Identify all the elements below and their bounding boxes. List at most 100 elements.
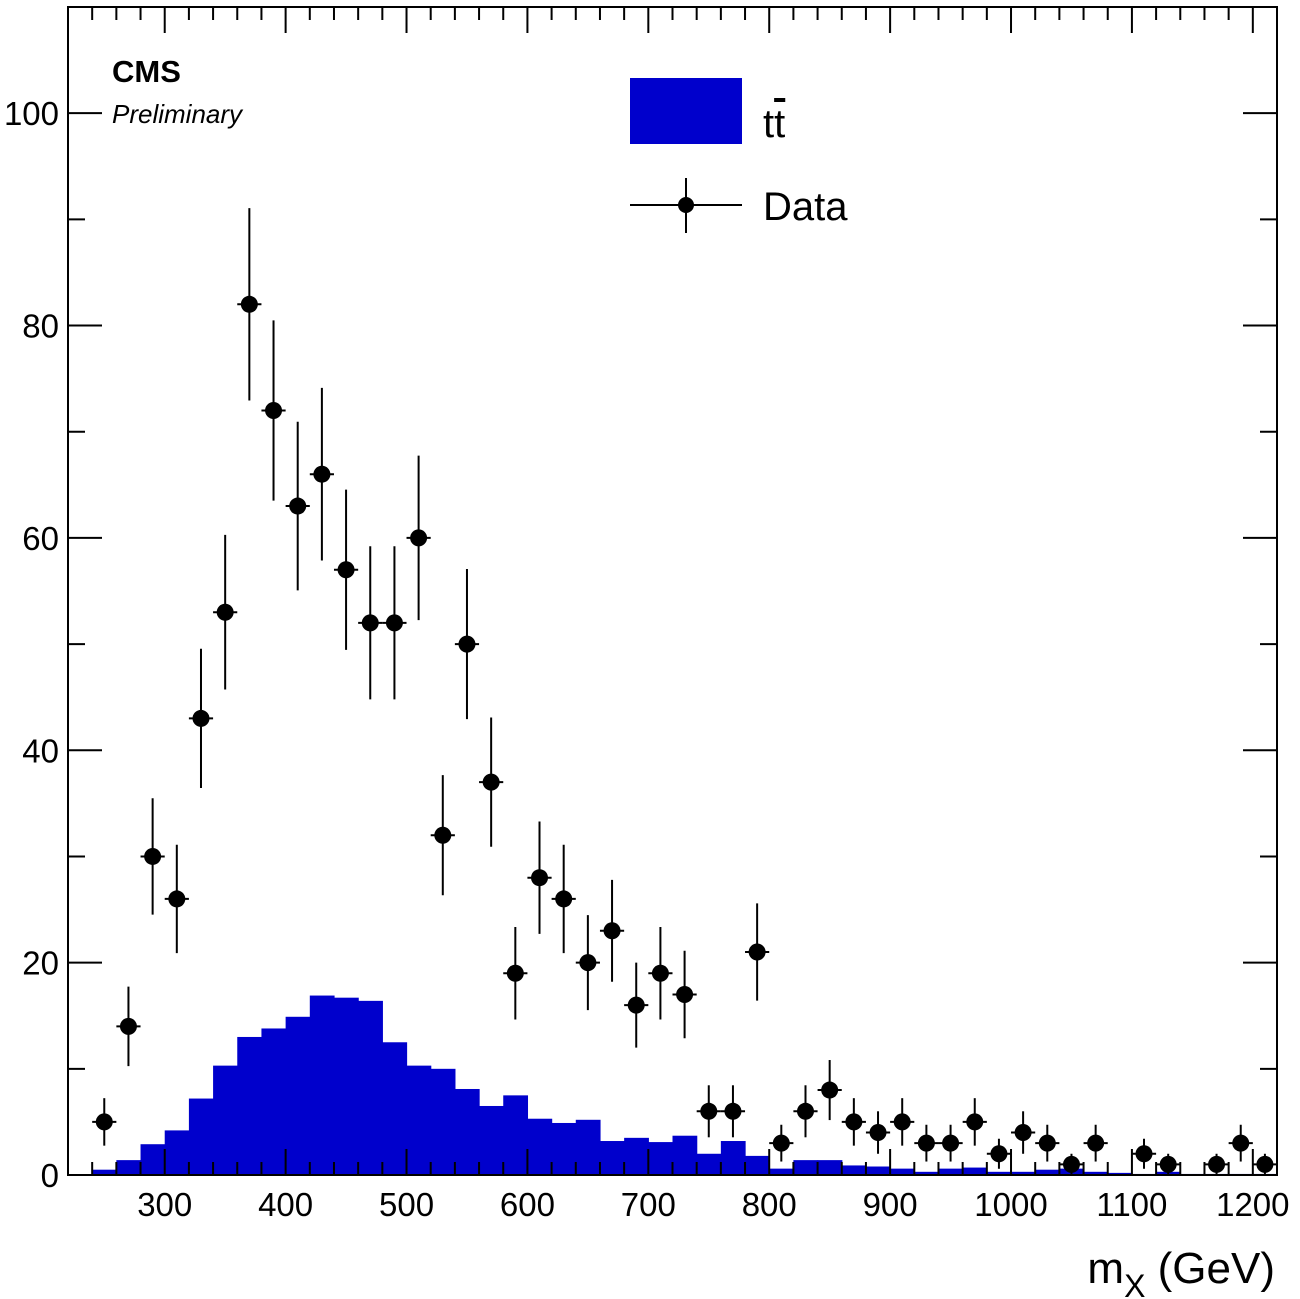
data-point (1083, 1124, 1108, 1162)
data-point (358, 546, 383, 700)
data-point (527, 821, 552, 934)
x-tick-label: 300 (137, 1186, 192, 1223)
ttbar-bin (527, 1118, 553, 1175)
tick-labels: 300 400 500 600 700 800 900 1000 1100 1200 0 20 40 60… (4, 95, 1290, 1223)
ttbar-bin (285, 1016, 311, 1175)
x-tick-label: 600 (500, 1186, 555, 1223)
ttbar-bin (890, 1168, 915, 1175)
data-point (1059, 1153, 1084, 1175)
data-point (116, 986, 141, 1067)
ttbar-bin (986, 1171, 1012, 1175)
ttbar-bin (624, 1137, 649, 1175)
ttbar-bin (648, 1142, 674, 1175)
ttbar-bin (140, 1144, 166, 1175)
ttbar-bin (1107, 1172, 1133, 1175)
y-tick-label: 100 (4, 95, 59, 132)
x-tick-label: 1000 (974, 1186, 1047, 1223)
legend-data-label: Data (763, 185, 848, 229)
ttbar-bin (575, 1119, 601, 1175)
ttbar-bin (503, 1095, 529, 1175)
ttbar-bin (164, 1130, 190, 1175)
x-tick-label: 400 (258, 1186, 313, 1223)
y-tick-label: 40 (22, 732, 59, 769)
y-tick-label: 20 (22, 945, 59, 982)
x-tick-label: 1100 (1096, 1186, 1167, 1223)
y-tick-label: 60 (22, 520, 59, 557)
data-point (1011, 1111, 1036, 1154)
data-points (92, 208, 1277, 1175)
ttbar-bin (720, 1141, 746, 1175)
ttbar-bin (358, 1000, 383, 1175)
data-point (769, 1124, 794, 1162)
ttbar-bin (551, 1122, 577, 1175)
legend-data-marker (678, 197, 694, 213)
data-point (696, 1085, 721, 1138)
data-point (140, 798, 165, 915)
data-point (1252, 1153, 1277, 1175)
ttbar-bin (92, 1169, 117, 1175)
status-label: Preliminary (112, 99, 244, 129)
axis-ticks (68, 6, 1278, 1176)
y-tick-label: 0 (41, 1157, 59, 1194)
data-point (551, 844, 576, 954)
ttbar-bin (962, 1167, 988, 1175)
ttbar-bin (333, 997, 359, 1175)
data-point (454, 569, 480, 720)
data-point (841, 1098, 866, 1146)
data-point (188, 648, 214, 789)
data-point (672, 950, 697, 1039)
experiment-label: CMS (112, 54, 181, 89)
data-point (890, 1098, 915, 1146)
ttbar-bin (865, 1166, 891, 1175)
data-point (986, 1138, 1012, 1169)
x-tick-label: 500 (379, 1186, 434, 1223)
ttbar-bin (479, 1105, 504, 1175)
data-point (1228, 1124, 1253, 1162)
ttbar-bin (769, 1168, 794, 1175)
ttbar-bin (237, 1036, 263, 1175)
ttbar-bin (914, 1171, 940, 1175)
y-tick-label: 80 (22, 308, 59, 345)
data-point (285, 421, 310, 591)
ttbar-bin (696, 1153, 722, 1175)
ttbar-bin (938, 1168, 964, 1175)
data-point (261, 320, 286, 501)
data-point (406, 455, 431, 621)
x-tick-label: 800 (742, 1186, 797, 1223)
ttbar-bin (1083, 1171, 1109, 1175)
ttbar-bin (116, 1160, 142, 1175)
data-point (624, 962, 649, 1048)
data-point (1156, 1153, 1181, 1175)
ttbar-histogram (92, 995, 1278, 1175)
data-point (865, 1111, 891, 1154)
x-tick-label: 1200 (1216, 1186, 1289, 1223)
x-tick-label: 700 (621, 1186, 676, 1223)
data-point (745, 903, 770, 1001)
data-point (1131, 1138, 1157, 1169)
ttbar-bin (430, 1068, 456, 1175)
ttbar-bin (188, 1098, 214, 1175)
x-tick-label: 900 (863, 1186, 918, 1223)
ttbar-bin (672, 1135, 698, 1175)
ttbar-bin (261, 1028, 287, 1175)
ttbar-bin (1011, 1171, 1036, 1175)
data-point (720, 1085, 746, 1138)
data-point (1035, 1124, 1060, 1162)
data-point (237, 208, 262, 401)
data-point (333, 489, 359, 650)
ttbar-bin (1035, 1169, 1060, 1175)
x-axis-title: mX (GeV) (1087, 1244, 1275, 1299)
data-point (1204, 1153, 1229, 1175)
data-point (309, 387, 334, 561)
plot-frame (67, 6, 1278, 1176)
data-point (503, 926, 528, 1020)
ttbar-bin (793, 1160, 819, 1175)
legend-ttbar-swatch (630, 78, 742, 144)
data-point (430, 775, 455, 896)
ttbar-bin (309, 995, 335, 1175)
data-point (599, 879, 625, 982)
data-point (817, 1060, 842, 1121)
data-point (648, 926, 673, 1020)
data-point (575, 915, 600, 1011)
